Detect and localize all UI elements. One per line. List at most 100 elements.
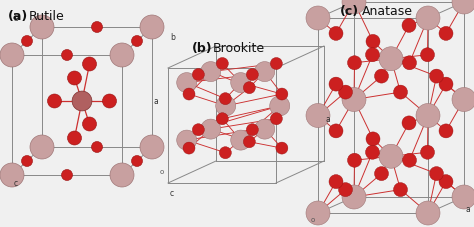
Text: Anatase: Anatase xyxy=(362,5,413,18)
Circle shape xyxy=(365,48,380,62)
Circle shape xyxy=(30,135,54,159)
Circle shape xyxy=(429,69,444,83)
Text: c: c xyxy=(170,189,174,198)
Circle shape xyxy=(82,57,97,71)
Circle shape xyxy=(62,170,73,180)
Circle shape xyxy=(192,69,204,81)
Circle shape xyxy=(47,94,62,108)
Text: Rutile: Rutile xyxy=(29,10,65,23)
Circle shape xyxy=(439,175,453,189)
Circle shape xyxy=(216,96,236,116)
Circle shape xyxy=(393,183,408,197)
Circle shape xyxy=(306,104,330,128)
Circle shape xyxy=(110,43,134,67)
Circle shape xyxy=(306,201,330,225)
Circle shape xyxy=(243,136,255,148)
Circle shape xyxy=(439,26,453,40)
Circle shape xyxy=(183,88,195,100)
Circle shape xyxy=(231,73,251,93)
Circle shape xyxy=(402,18,416,32)
Circle shape xyxy=(231,130,251,150)
Circle shape xyxy=(91,141,102,153)
Circle shape xyxy=(140,15,164,39)
Circle shape xyxy=(67,131,82,145)
Circle shape xyxy=(429,167,444,181)
Circle shape xyxy=(62,49,73,61)
Circle shape xyxy=(177,130,197,150)
Circle shape xyxy=(306,6,330,30)
Circle shape xyxy=(416,6,440,30)
Text: a: a xyxy=(326,115,331,124)
Circle shape xyxy=(342,0,366,14)
Circle shape xyxy=(216,113,228,125)
Text: a: a xyxy=(466,205,471,215)
Circle shape xyxy=(140,135,164,159)
Circle shape xyxy=(246,124,258,136)
Circle shape xyxy=(192,124,204,136)
Circle shape xyxy=(374,167,389,181)
Circle shape xyxy=(201,119,221,139)
Circle shape xyxy=(276,142,288,154)
Circle shape xyxy=(21,155,33,166)
Circle shape xyxy=(270,113,283,125)
Circle shape xyxy=(416,104,440,128)
Circle shape xyxy=(21,35,33,47)
Circle shape xyxy=(255,119,275,139)
Circle shape xyxy=(0,163,24,187)
Text: b: b xyxy=(170,33,175,42)
Circle shape xyxy=(393,85,408,99)
Circle shape xyxy=(366,35,380,48)
Circle shape xyxy=(420,48,435,62)
Circle shape xyxy=(91,22,102,32)
Circle shape xyxy=(67,71,82,85)
Circle shape xyxy=(420,145,435,159)
Text: o: o xyxy=(311,217,315,223)
Circle shape xyxy=(131,35,143,47)
Text: (c): (c) xyxy=(340,5,359,18)
Circle shape xyxy=(439,77,453,91)
Circle shape xyxy=(82,117,97,131)
Text: b: b xyxy=(13,14,18,23)
Circle shape xyxy=(402,153,417,167)
Circle shape xyxy=(416,201,440,225)
Circle shape xyxy=(270,57,283,69)
Text: (b): (b) xyxy=(192,42,213,55)
Text: (a): (a) xyxy=(8,10,28,23)
Circle shape xyxy=(439,124,453,138)
Circle shape xyxy=(30,15,54,39)
Circle shape xyxy=(270,96,290,116)
Circle shape xyxy=(402,116,416,130)
Circle shape xyxy=(338,183,353,197)
Circle shape xyxy=(374,69,389,83)
Circle shape xyxy=(452,87,474,111)
Circle shape xyxy=(110,163,134,187)
Circle shape xyxy=(379,47,403,71)
Circle shape xyxy=(131,155,143,166)
Circle shape xyxy=(365,145,380,159)
Text: c: c xyxy=(14,179,18,188)
Circle shape xyxy=(243,82,255,94)
Circle shape xyxy=(347,153,362,167)
Circle shape xyxy=(366,132,380,146)
Circle shape xyxy=(342,87,366,111)
Circle shape xyxy=(276,88,288,100)
Circle shape xyxy=(347,56,362,70)
Circle shape xyxy=(102,94,117,108)
Circle shape xyxy=(329,26,343,40)
Circle shape xyxy=(201,62,221,82)
Circle shape xyxy=(329,77,343,91)
Circle shape xyxy=(452,0,474,14)
Circle shape xyxy=(342,185,366,209)
Circle shape xyxy=(216,57,228,69)
Circle shape xyxy=(338,85,353,99)
Circle shape xyxy=(177,73,197,93)
Circle shape xyxy=(452,185,474,209)
Circle shape xyxy=(329,175,343,189)
Circle shape xyxy=(183,142,195,154)
Circle shape xyxy=(0,43,24,67)
Text: o: o xyxy=(160,169,164,175)
Circle shape xyxy=(379,144,403,168)
Circle shape xyxy=(329,124,343,138)
Circle shape xyxy=(402,56,417,70)
Text: a: a xyxy=(154,96,159,106)
